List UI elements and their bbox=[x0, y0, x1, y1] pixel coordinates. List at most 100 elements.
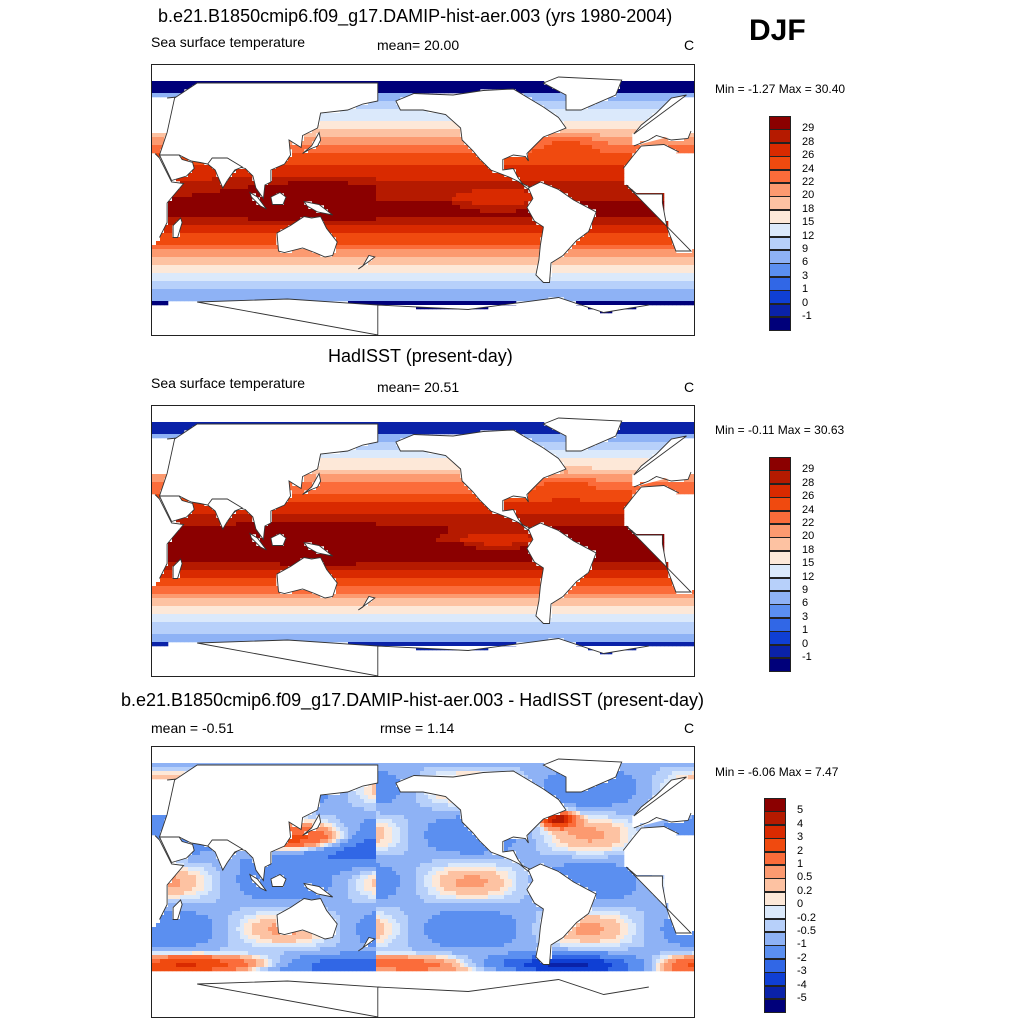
colorbar-tick-label: -1 bbox=[797, 938, 807, 951]
colorbar-tick-label: -5 bbox=[797, 992, 807, 1004]
panel-1-colorbar: 29 28 26 24 22 20 18 15 12 9 6 3 1 0 -1 bbox=[769, 116, 829, 331]
colorbar-swatch bbox=[764, 958, 786, 973]
panel-3-title: b.e21.B1850cmip6.f09_g17.DAMIP-hist-aer.… bbox=[121, 690, 704, 710]
colorbar-tick-label: 3 bbox=[802, 610, 809, 623]
coastline-samerica bbox=[526, 863, 597, 965]
colorbar-swatch bbox=[769, 196, 791, 211]
colorbar-swatch bbox=[769, 142, 791, 157]
coastline-greenland bbox=[542, 417, 623, 452]
colorbar-swatch bbox=[764, 999, 786, 1013]
panel-3-map bbox=[151, 746, 695, 1018]
coastline-newguinea bbox=[303, 200, 333, 216]
colorbar-swatch bbox=[769, 129, 791, 144]
coastline-nz bbox=[358, 254, 376, 270]
coastline-africa bbox=[154, 826, 693, 934]
panel-3-minmax: Min = -6.06 Max = 7.47 bbox=[715, 765, 839, 779]
colorbar-tick-label: 4 bbox=[797, 817, 804, 830]
colorbar-tick-label: 0 bbox=[802, 637, 809, 650]
coastline-india bbox=[207, 498, 244, 530]
panel-2-map bbox=[151, 405, 695, 677]
colorbar-tick-label: 0 bbox=[797, 898, 804, 911]
coastline-arabia bbox=[158, 836, 195, 864]
coastline-borneo bbox=[270, 873, 287, 887]
coastline-madagascar bbox=[172, 899, 183, 920]
panel-1-units: C bbox=[684, 37, 695, 53]
colorbar-swatch bbox=[769, 303, 791, 318]
coastline-madagascar bbox=[172, 558, 183, 579]
colorbar-swatch bbox=[764, 838, 786, 853]
panel-2-units: C bbox=[684, 379, 695, 395]
colorbar-swatch bbox=[769, 483, 791, 498]
colorbar-swatch bbox=[769, 236, 791, 251]
colorbar-tick-label: 9 bbox=[802, 584, 809, 596]
panel-1-mean-label: mean= 20.00 bbox=[377, 37, 460, 53]
colorbar-swatch bbox=[769, 524, 791, 538]
panel-2-left-label: Sea surface temperature bbox=[151, 375, 306, 391]
colorbar-swatch bbox=[769, 550, 791, 565]
colorbar-tick-label: 24 bbox=[802, 162, 815, 175]
coastline-arabia bbox=[158, 154, 195, 182]
coastline-nz bbox=[358, 936, 376, 952]
coastline-japan bbox=[302, 472, 322, 495]
colorbar-swatch bbox=[769, 169, 791, 184]
colorbar-swatch bbox=[769, 617, 791, 632]
coastline-borneo bbox=[270, 532, 287, 546]
colorbar-swatch bbox=[769, 116, 791, 130]
coastline-samerica bbox=[526, 522, 597, 624]
colorbar-tick-label: -0.2 bbox=[797, 911, 816, 924]
colorbar-tick-label: 29 bbox=[802, 463, 815, 476]
coastline-namerica bbox=[395, 770, 567, 873]
colorbar-swatch bbox=[769, 658, 791, 672]
panel-3-mean-label: mean = -0.51 bbox=[151, 720, 234, 736]
colorbar-swatch bbox=[769, 156, 791, 171]
colorbar-tick-label: 29 bbox=[802, 122, 815, 135]
coastline-australia bbox=[276, 216, 338, 258]
colorbar-tick-label: 1 bbox=[802, 624, 809, 637]
colorbar-tick-label: 0.2 bbox=[797, 884, 813, 897]
colorbar-tick-label: 12 bbox=[802, 570, 815, 583]
colorbar-swatch bbox=[764, 972, 786, 987]
colorbar-tick-label: 26 bbox=[802, 490, 815, 503]
coastline-antarctica bbox=[197, 297, 649, 335]
colorbar-tick-label: -2 bbox=[797, 951, 807, 964]
colorbar-swatch bbox=[769, 577, 791, 592]
colorbar-swatch bbox=[769, 290, 791, 305]
panel-2-title: HadISST (present-day) bbox=[328, 346, 513, 366]
colorbar-swatch bbox=[769, 631, 791, 646]
panel-1-map-svg bbox=[152, 76, 694, 335]
colorbar-tick-label: 2 bbox=[797, 844, 804, 857]
coastline-greenland bbox=[542, 76, 623, 111]
colorbar-swatch bbox=[769, 457, 791, 471]
colorbar-tick-label: -0.5 bbox=[797, 925, 816, 937]
colorbar-swatch bbox=[764, 851, 786, 866]
colorbar-swatch bbox=[769, 604, 791, 619]
coastline-africa bbox=[154, 144, 693, 252]
coastline-newguinea bbox=[303, 541, 333, 557]
colorbar-tick-label: 15 bbox=[802, 557, 815, 570]
panel-3-map-svg bbox=[152, 758, 694, 1017]
coastline-antarctica bbox=[197, 638, 649, 676]
coastline-antarctica bbox=[197, 979, 649, 1017]
colorbar-tick-label: 6 bbox=[802, 256, 809, 269]
coastline-newguinea bbox=[303, 882, 333, 898]
colorbar-swatch bbox=[764, 878, 786, 893]
coastline-india bbox=[207, 157, 244, 189]
colorbar-swatch bbox=[769, 497, 791, 512]
colorbar-swatch bbox=[769, 564, 791, 579]
colorbar-swatch bbox=[769, 250, 791, 264]
coastline-japan bbox=[302, 131, 322, 154]
colorbar-swatch bbox=[769, 209, 791, 224]
coastline-namerica bbox=[395, 429, 567, 532]
colorbar-swatch bbox=[769, 591, 791, 605]
panel-2-mean-label: mean= 20.51 bbox=[377, 379, 460, 395]
coastline-india bbox=[207, 839, 244, 871]
colorbar-tick-label: 28 bbox=[802, 135, 815, 148]
colorbar-tick-label: 18 bbox=[802, 202, 815, 215]
colorbar-tick-label: 1 bbox=[802, 283, 809, 296]
panel-3-colorbar: 5 4 3 2 1 0.5 0.2 0 -0.2 -0.5 -1 -2 -3 -4 -5 bbox=[764, 798, 824, 1013]
coastline-africa bbox=[154, 485, 693, 593]
colorbar-swatch bbox=[769, 510, 791, 525]
colorbar-tick-label: 3 bbox=[797, 831, 804, 844]
colorbar-swatch bbox=[764, 891, 786, 906]
coastline-samerica bbox=[526, 181, 597, 283]
